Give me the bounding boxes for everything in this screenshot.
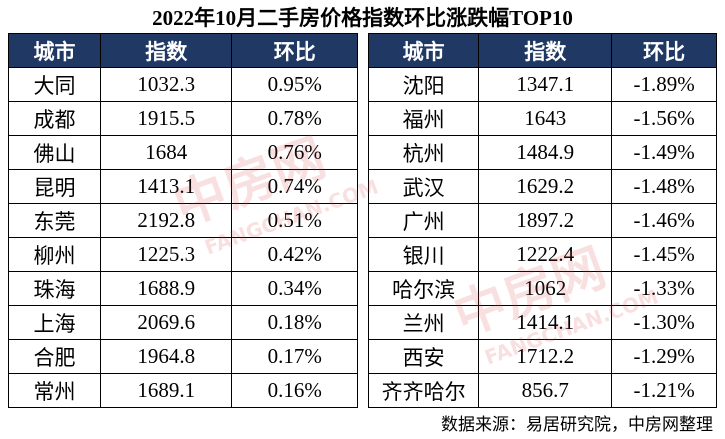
table-cell: 1413.1: [99, 169, 233, 204]
table-cell: 齐齐哈尔: [367, 373, 480, 408]
table-cell: 兰州: [367, 305, 480, 340]
title: 2022年10月二手房价格指数环比涨跌幅TOP10: [152, 6, 573, 30]
table-cell: 常州: [8, 373, 101, 408]
table-cell: -1.89%: [611, 67, 717, 102]
table-cell: 成都: [8, 101, 101, 136]
table-cell: -1.33%: [611, 271, 717, 306]
table-cell: 0.18%: [231, 305, 358, 340]
table-row: 西安 1712.2 -1.29%: [367, 339, 717, 374]
table-cell: 0.76%: [231, 135, 358, 170]
table-row: 成都 1915.5 0.78%: [8, 101, 358, 136]
table-cell: -1.49%: [611, 135, 717, 170]
table-cell: 东莞: [8, 203, 101, 238]
table-cell: -1.30%: [611, 305, 717, 340]
table-cell: 0.17%: [231, 339, 358, 374]
table-row: 哈尔滨 1062 -1.33%: [367, 271, 717, 306]
table-cell: 0.78%: [231, 101, 358, 136]
table-row: 武汉 1629.2 -1.48%: [367, 169, 717, 204]
table-cell: 佛山: [8, 135, 101, 170]
header-cell: 指数: [478, 33, 613, 68]
table-cell: 1484.9: [478, 135, 613, 170]
table-cell: 1414.1: [478, 305, 613, 340]
table-row: 大同 1032.3 0.95%: [8, 67, 358, 102]
table-row: 昆明 1413.1 0.74%: [8, 169, 358, 204]
table-cell: -1.21%: [611, 373, 717, 408]
table-cell: -1.48%: [611, 169, 717, 204]
table-cell: 1347.1: [478, 67, 613, 102]
table-row: 佛山 1684 0.76%: [8, 135, 358, 170]
table-cell: -1.56%: [611, 101, 717, 136]
table-cell: -1.29%: [611, 339, 717, 374]
table-left: 城市 指数 环比 大同 1032.3 0.95% 成都 1915.5 0.78% 佛山 1684 0.…: [8, 33, 358, 408]
table-cell: 福州: [367, 101, 480, 136]
table-cell: 1225.3: [99, 237, 233, 272]
table-row: 广州 1897.2 -1.46%: [367, 203, 717, 238]
table-cell: 1629.2: [478, 169, 613, 204]
table-row: 齐齐哈尔 856.7 -1.21%: [367, 373, 717, 408]
table-cell: 银川: [367, 237, 480, 272]
table-row: 银川 1222.4 -1.45%: [367, 237, 717, 272]
header-cell: 城市: [367, 33, 480, 68]
table-cell: 0.95%: [231, 67, 358, 102]
table-cell: 1222.4: [478, 237, 613, 272]
table-cell: 1684: [99, 135, 233, 170]
table-cell: 1964.8: [99, 339, 233, 374]
table-cell: 1688.9: [99, 271, 233, 306]
table-cell: 西安: [367, 339, 480, 374]
table-cell: 856.7: [478, 373, 613, 408]
table-row: 珠海 1688.9 0.34%: [8, 271, 358, 306]
table-row: 柳州 1225.3 0.42%: [8, 237, 358, 272]
table-cell: 柳州: [8, 237, 101, 272]
header-cell: 环比: [611, 33, 717, 68]
table-row: 常州 1689.1 0.16%: [8, 373, 358, 408]
table-cell: 0.34%: [231, 271, 358, 306]
table-cell: 杭州: [367, 135, 480, 170]
table-cell: 1915.5: [99, 101, 233, 136]
table-cell: 1032.3: [99, 67, 233, 102]
table-cell: 广州: [367, 203, 480, 238]
table-cell: 1643: [478, 101, 613, 136]
table-row: 杭州 1484.9 -1.49%: [367, 135, 717, 170]
table-row: 福州 1643 -1.56%: [367, 101, 717, 136]
table-cell: 大同: [8, 67, 101, 102]
table-row: 上海 2069.6 0.18%: [8, 305, 358, 340]
table-cell: 0.16%: [231, 373, 358, 408]
table-cell: 1689.1: [99, 373, 233, 408]
header-cell: 城市: [8, 33, 101, 68]
header-cell: 环比: [231, 33, 358, 68]
table-cell: -1.45%: [611, 237, 717, 272]
table-cell: 武汉: [367, 169, 480, 204]
table-cell: 珠海: [8, 271, 101, 306]
table-cell: 上海: [8, 305, 101, 340]
table-cell: 0.42%: [231, 237, 358, 272]
table-cell: 0.51%: [231, 203, 358, 238]
header-cell: 指数: [99, 33, 233, 68]
table-row: 沈阳 1347.1 -1.89%: [367, 67, 717, 102]
table-cell: 2069.6: [99, 305, 233, 340]
header-row: 城市 指数 环比: [367, 33, 717, 68]
table-cell: 0.74%: [231, 169, 358, 204]
table-row: 合肥 1964.8 0.17%: [8, 339, 358, 374]
table-cell: 1712.2: [478, 339, 613, 374]
table-cell: 1897.2: [478, 203, 613, 238]
table-row: 兰州 1414.1 -1.30%: [367, 305, 717, 340]
table-cell: 昆明: [8, 169, 101, 204]
table-cell: 合肥: [8, 339, 101, 374]
table-cell: 沈阳: [367, 67, 480, 102]
header-row: 城市 指数 环比: [8, 33, 358, 68]
table-cell: -1.46%: [611, 203, 717, 238]
table-cell: 2192.8: [99, 203, 233, 238]
table-row: 东莞 2192.8 0.51%: [8, 203, 358, 238]
source-note: 数据来源：易居研究院，中房网整理: [441, 415, 713, 434]
table-right: 城市 指数 环比 沈阳 1347.1 -1.89% 福州 1643 -1.56% 杭州 1484.9…: [367, 33, 717, 408]
table-cell: 哈尔滨: [367, 271, 480, 306]
table-cell: 1062: [478, 271, 613, 306]
